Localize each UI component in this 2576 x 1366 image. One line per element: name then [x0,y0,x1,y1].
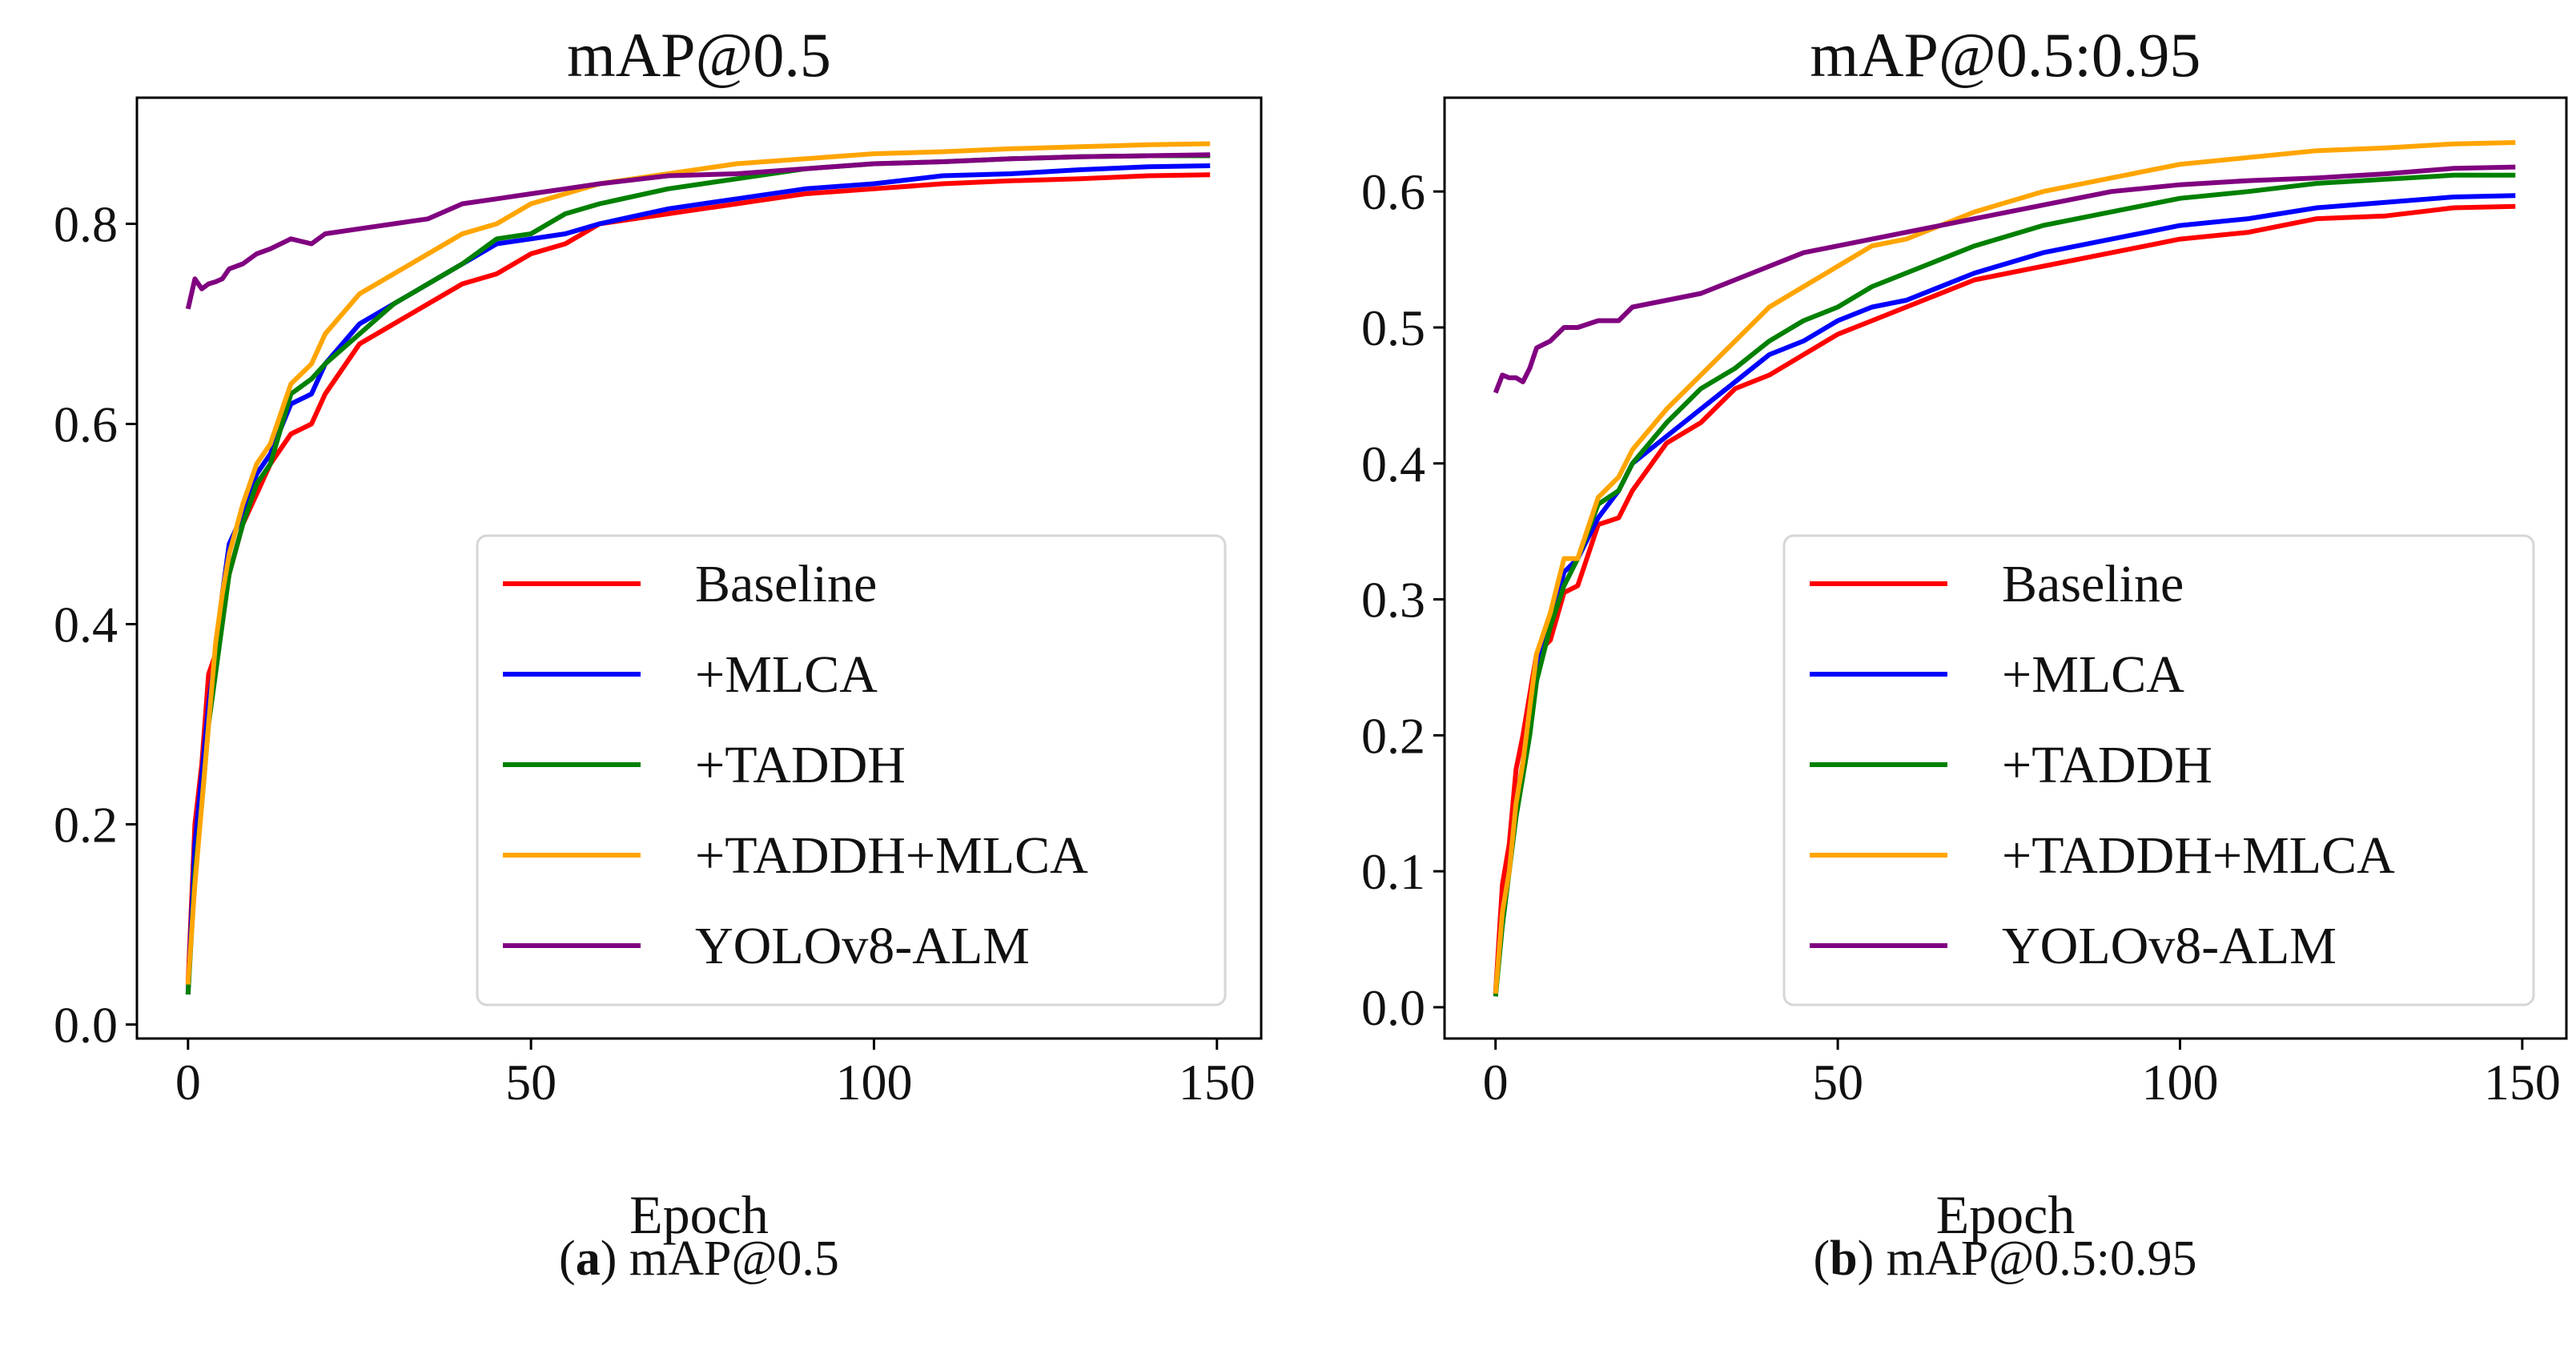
y-tick-label: 0.2 [1361,707,1425,764]
caption-paren: ( [559,1231,576,1286]
y-tick-label: 0.1 [1361,843,1425,900]
y-tick-label: 0.6 [54,396,118,453]
figure-caption: (b) mAP@0.5:0.95 [1813,1231,2196,1286]
chart-title: mAP@0.5 [567,20,831,90]
x-tick-label: 0 [1483,1054,1509,1111]
caption-paren: ) [601,1231,617,1286]
legend-label: +TADDH+MLCA [2002,826,2395,885]
caption-text: mAP@0.5:0.95 [1874,1231,2196,1286]
legend-label: YOLOv8-ALM [2002,917,2337,975]
x-tick-label: 100 [835,1054,912,1111]
series-line-yolov8-alm [1493,164,2516,394]
caption-text: mAP@0.5 [617,1231,839,1286]
legend-label: YOLOv8-ALM [695,917,1030,975]
caption-label: a [576,1231,601,1286]
series-line-taddh-mlca [185,141,1211,985]
y-tick-label: 0.3 [1361,572,1425,629]
y-tick-label: 0.2 [54,797,118,854]
x-tick-label: 150 [2484,1054,2561,1111]
y-tick-label: 0.6 [1361,163,1425,220]
legend-label: +TADDH+MLCA [695,826,1088,885]
caption-label: b [1830,1231,1857,1286]
series-line-taddh-mlca [1493,140,2516,994]
legend-label: Baseline [2002,555,2184,613]
x-tick-label: 50 [505,1054,557,1111]
legend-label: Baseline [695,555,877,613]
chart-panel-a: mAP@0.5 0 50 100 150 0.0 0.2 0.4 0.6 0.8 Epoch Base… [54,20,1263,1286]
figure-caption: (a) mAP@0.5 [559,1231,839,1286]
y-tick-label: 0.5 [1361,299,1425,356]
y-tick-label: 0.8 [54,196,118,253]
x-tick-label: 150 [1179,1054,1256,1111]
axes-frame [1443,96,2568,1040]
legend-label: +TADDH [2002,736,2212,794]
legend: Baseline +MLCA +TADDH +TADDH+MLCA YOLOv8-ALM [1782,534,2535,1006]
caption-paren: ( [1813,1231,1830,1286]
legend: Baseline +MLCA +TADDH +TADDH+MLCA YOLOv8-ALM [476,534,1227,1006]
y-tick-label: 0.4 [54,597,118,653]
axes-frame [135,96,1263,1040]
x-tick-label: 100 [2141,1054,2218,1111]
x-axis-label: Epoch [1936,1184,2076,1245]
y-tick-label: 0.4 [1361,436,1425,492]
legend-label: +MLCA [2002,645,2184,704]
caption-paren: ) [1858,1231,1875,1286]
legend-box [476,534,1227,1006]
y-tick-label: 0.0 [54,997,118,1054]
y-tick-label: 0.0 [1361,979,1425,1036]
x-tick-label: 50 [1812,1054,1863,1111]
legend-box [1782,534,2535,1006]
legend-label: +MLCA [695,645,878,704]
series-line-yolov8-alm [185,152,1211,310]
legend-label: +TADDH [695,736,906,794]
chart-panel-b: mAP@0.5:0.95 0 50 100 150 0.0 0.1 0.2 0.3 0.4 0.5 0… [1361,20,2568,1286]
x-axis-label: Epoch [629,1184,769,1245]
x-tick-label: 0 [175,1054,201,1111]
chart-title: mAP@0.5:0.95 [1810,20,2201,90]
series-line-taddh [1493,172,2516,997]
